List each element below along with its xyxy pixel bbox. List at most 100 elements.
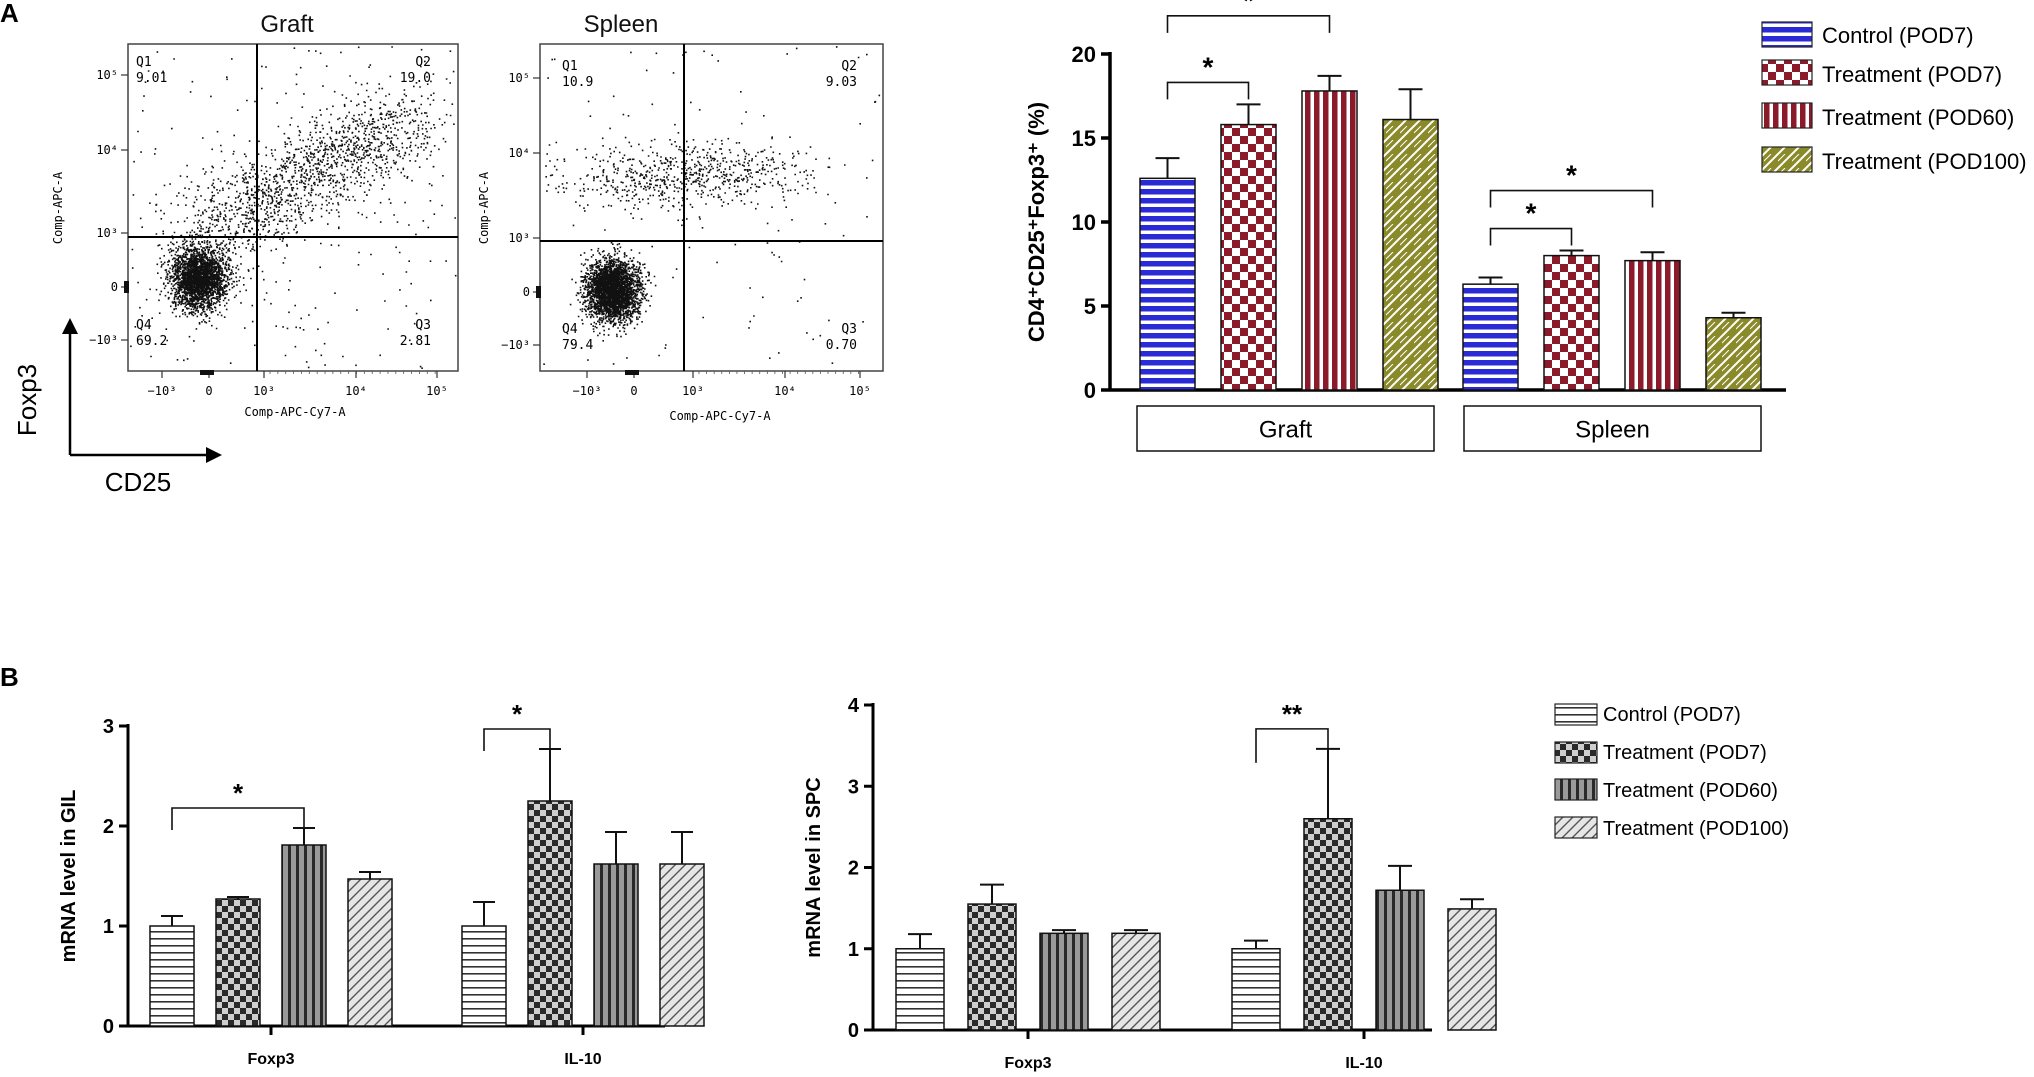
y-tick-label: 10⁵ [508,71,530,85]
chart-treg-percentage: 0 5 10 15 20 CD4⁺CD25⁺Foxp3⁺ (%) Graft Spleen * *… [1024,0,1786,452]
zero-marker [124,281,129,293]
x-tick-label: 10³ [253,384,275,398]
flow-ylabel: Comp-APC-A [51,171,65,244]
flow-ylabel: Comp-APC-A [477,171,491,244]
chart-mrna-gil: 0 1 2 3 mRNA level in GIL Foxp3 IL-10 * * [58,699,705,1068]
significance-bracket [1489,227,1573,246]
y-tick-label: −10³ [89,333,118,347]
bar [527,800,573,1027]
panel-label-a: A [0,0,19,28]
significance-bracket [1166,15,1331,33]
bar [593,863,639,1027]
significance-bracket [171,807,305,830]
q2-value: 19.0 [400,71,431,86]
bar [149,925,195,1027]
bar [1447,908,1497,1031]
x-tick-label: 10³ [682,384,704,398]
significance-star: * [1203,51,1214,82]
flow-title: Graft [260,11,314,38]
panel-label-b: B [0,662,19,692]
bar [461,925,507,1027]
flow-axis-ticks: −10³ 0 10³ 10⁴ 10⁵ 10⁵ 10⁴ 10³ 0 −10³ [501,71,871,398]
category-label: Spleen [1575,417,1650,444]
bar [1375,889,1425,1031]
q3-value: 2.81 [400,334,431,349]
q3-label: Q3 [841,322,857,337]
bar [1039,932,1089,1031]
legend-a: Control (POD7) Treatment (POD7) Treatmen… [1761,21,2027,174]
q4-label: Q4 [136,318,152,333]
y-axis-title: CD4⁺CD25⁺Foxp3⁺ (%) [1024,102,1049,342]
bar [967,903,1017,1031]
foxp3-axis-label: Foxp3 [12,364,42,436]
bar [1303,818,1353,1031]
significance-bracket [1255,728,1329,763]
bar [659,863,705,1027]
bar [1139,177,1196,391]
q1-value: 10.9 [562,75,593,90]
cd25-axis-label: CD25 [105,467,171,497]
y-tick-label: 10³ [508,231,530,245]
orientation-arrows: Foxp3 CD25 [12,318,222,497]
category-label: IL-10 [1345,1055,1382,1072]
q4-value: 69.2 [136,334,167,349]
q4-value: 79.4 [562,338,593,353]
y-tick-label: 1 [103,916,114,938]
category-label: IL-10 [564,1051,601,1068]
chart-mrna-spc: 0 1 2 3 4 mRNA level in SPC Foxp3 IL-10 ** [803,695,1497,1072]
q1-value: 9.01 [136,71,167,86]
y-tick-label: 4 [848,695,860,717]
significance-star: * [512,699,523,729]
bar [347,878,393,1027]
zero-marker [625,370,639,375]
significance-star: * [1243,0,1254,16]
legend-swatch-treatment-pod100 [1554,816,1598,839]
x-tick-label: 0 [205,384,212,398]
significance-star: * [1566,160,1577,191]
y-tick-label: 3 [103,716,114,738]
y-tick-label: 20 [1072,42,1096,67]
y-tick-label: 0 [523,285,530,299]
flow-plot-frame [539,43,884,372]
legend-label: Treatment (POD7) [1822,62,2002,87]
legend-swatch-control [1554,703,1598,726]
flow-dots [130,46,457,369]
y-tick-label: −10³ [501,338,530,352]
flow-plot-spleen: Spleen Q1 10.9 Q2 9.03 Q4 79.4 Q3 0.70 C… [477,11,884,423]
legend-swatch-treatment-pod7 [1761,59,1813,86]
y-tick-label: 0 [103,1016,114,1038]
y-tick-label: 2 [103,816,114,838]
significance-bracket [483,728,551,751]
legend-swatch-treatment-pod60 [1554,778,1598,801]
category-label: Foxp3 [247,1051,294,1068]
significance-star: ** [1282,699,1303,729]
legend-label: Treatment (POD60) [1603,780,1778,802]
y-tick-label: 10³ [96,226,118,240]
y-tick-label: 1 [848,939,859,961]
category-box [1136,405,1435,452]
y-tick-label: 3 [848,776,859,798]
bar [1705,317,1762,391]
y-tick-label: 10⁴ [96,143,118,157]
flow-dots [543,46,881,365]
x-tick-label: 10⁵ [426,384,448,398]
scatter-dots [543,46,881,365]
cd25-arrowhead [206,447,222,463]
legend-label: Treatment (POD7) [1603,742,1767,764]
x-tick-label: 10⁴ [774,384,796,398]
flow-plot-graft: Graft Q1 9.01 Q2 19.0 Q4 69.2 Q3 2.81 Co… [51,11,459,419]
x-tick-label: −10³ [148,384,177,398]
q3-label: Q3 [415,318,431,333]
zero-marker [536,286,541,298]
scatter-dots [130,46,457,369]
y-tick-label: 2 [848,858,859,880]
bar [1624,259,1681,391]
legend-label: Treatment (POD60) [1822,105,2014,130]
y-tick-label: 0 [848,1020,859,1042]
y-tick-label: 15 [1072,126,1096,151]
bar [1111,932,1161,1031]
bar [1231,948,1281,1031]
legend-label: Treatment (POD100) [1822,149,2027,174]
legend-label: Control (POD7) [1603,704,1741,726]
zero-marker [200,370,214,375]
